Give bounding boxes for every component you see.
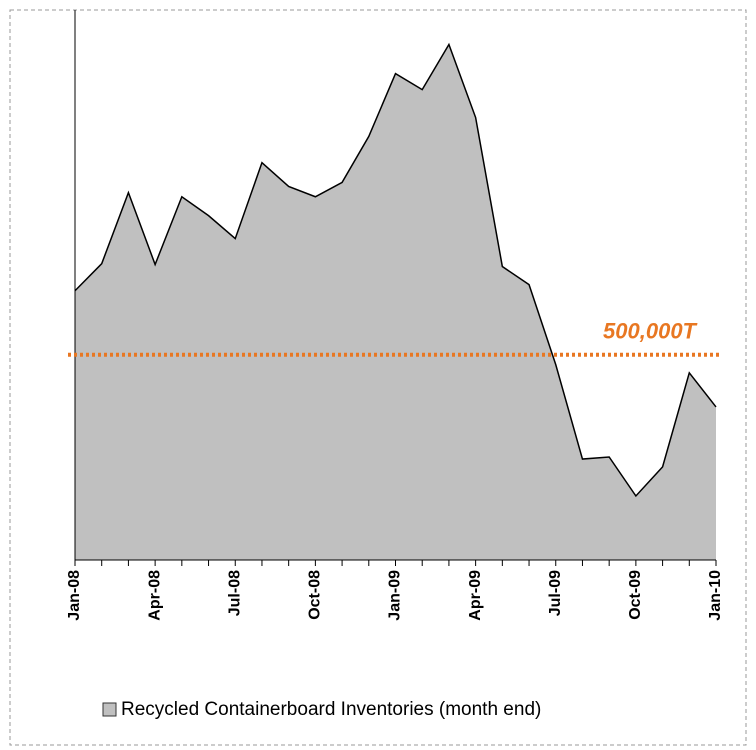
x-tick-label: Jan-09 — [387, 570, 404, 621]
x-tick-label: Jan-10 — [707, 570, 724, 621]
x-tick-label: Jan-08 — [66, 570, 83, 621]
legend-swatch — [102, 702, 117, 717]
area — [75, 44, 716, 561]
legend-label: Recycled Containerboard Inventories (mon… — [121, 699, 541, 720]
x-tick-label: Oct-09 — [627, 570, 644, 620]
x-tick-label: Jul-08 — [226, 570, 243, 616]
x-tick-label: Apr-09 — [467, 570, 484, 621]
area-outline — [74, 42, 717, 498]
x-tick-label: Jul-09 — [547, 570, 564, 616]
x-tick-label: Oct-08 — [307, 570, 324, 620]
x-tick-label: Apr-08 — [146, 570, 163, 621]
reference-label: 500,000T — [603, 319, 698, 344]
chart-border — [9, 9, 747, 746]
